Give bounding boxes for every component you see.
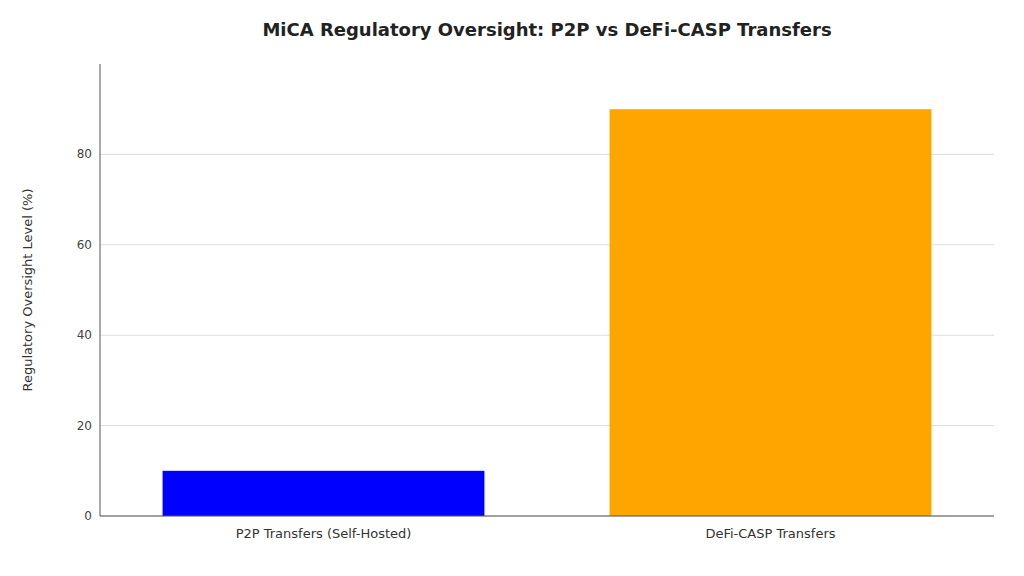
y-tick-label: 80 <box>77 147 92 161</box>
y-tick-label: 60 <box>77 238 92 252</box>
bar <box>163 471 485 516</box>
y-tick-label: 20 <box>77 419 92 433</box>
x-axis-line <box>100 516 994 517</box>
x-tick-label: P2P Transfers (Self-Hosted) <box>236 526 412 541</box>
bars <box>163 109 932 516</box>
chart-title: MiCA Regulatory Oversight: P2P vs DeFi-C… <box>262 19 831 40</box>
chart-svg: MiCA Regulatory Oversight: P2P vs DeFi-C… <box>0 0 1024 576</box>
y-axis-line <box>100 64 101 516</box>
grid-line <box>100 516 994 517</box>
y-axis-label: Regulatory Oversight Level (%) <box>20 188 35 391</box>
y-tick-label: 40 <box>77 328 92 342</box>
bar <box>610 109 932 516</box>
y-tick-label: 0 <box>84 509 92 523</box>
x-tick-label: DeFi-CASP Transfers <box>705 526 835 541</box>
chart-container: MiCA Regulatory Oversight: P2P vs DeFi-C… <box>0 0 1024 576</box>
